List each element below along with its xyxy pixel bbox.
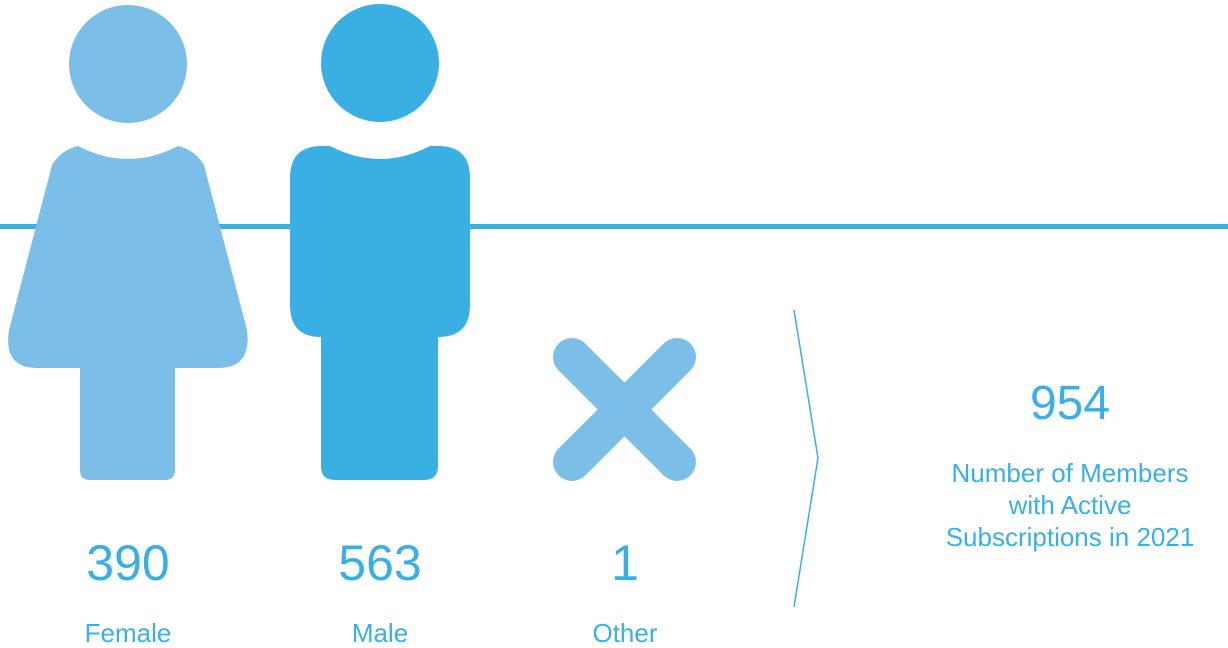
other-label: Other: [592, 618, 658, 648]
total-caption-line: Number of Members: [951, 458, 1189, 488]
male-count: 563: [338, 535, 422, 591]
male-label: Male: [351, 618, 409, 648]
horizontal-rule: [0, 224, 1228, 229]
female-figure-icon: [8, 5, 248, 480]
male-figure-icon: [290, 4, 470, 480]
chevron-divider: [793, 309, 819, 608]
female-label: Female: [84, 618, 172, 648]
cross-icon: [553, 338, 696, 481]
other-count: 1: [611, 535, 639, 591]
total-members-caption: Number of Members with Active Subscripti…: [900, 458, 1228, 554]
total-caption-line: Subscriptions in 2021: [945, 521, 1195, 552]
total-members-count: 954: [1029, 377, 1111, 430]
total-caption-line: with Active: [1008, 489, 1132, 520]
female-count: 390: [86, 535, 170, 591]
